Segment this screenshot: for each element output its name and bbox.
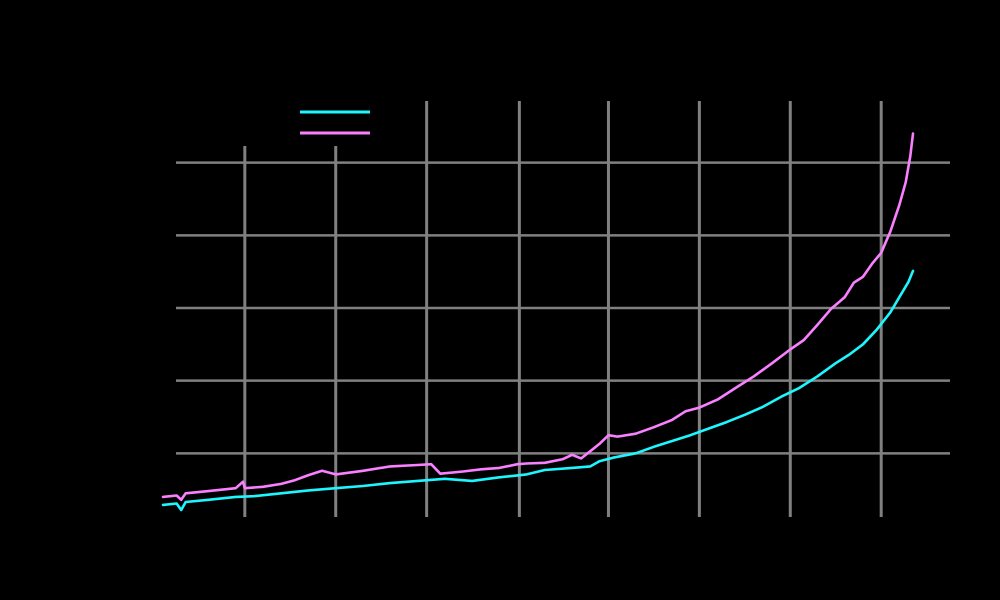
series-line-1	[161, 269, 915, 512]
grid-layer	[176, 101, 950, 517]
legend	[300, 110, 370, 135]
series-line-2	[161, 132, 915, 502]
series-layer	[161, 132, 915, 512]
